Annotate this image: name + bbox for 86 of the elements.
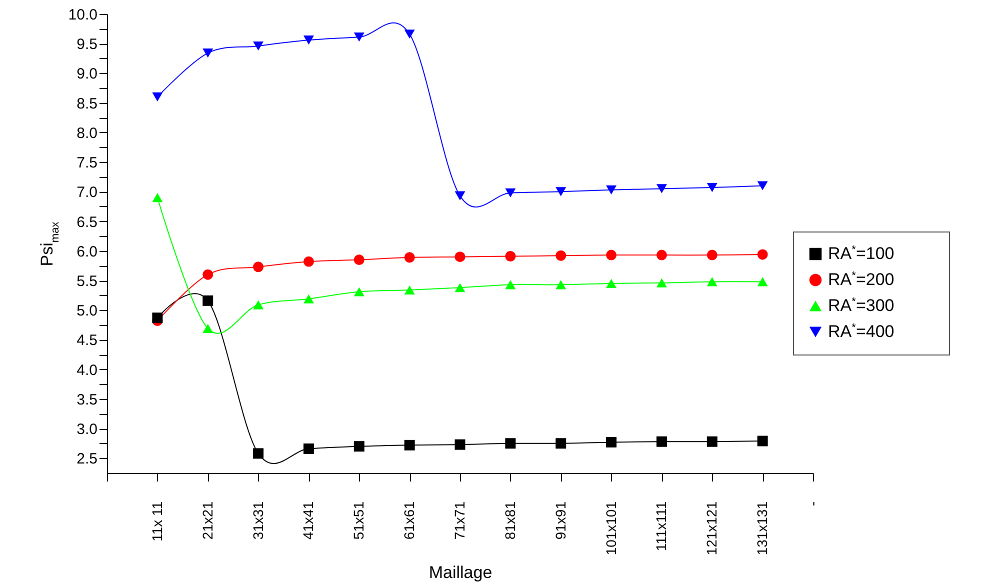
legend-label: RA$^{*}$=300 [828,296,894,315]
x-tick-label: 101x101 [602,501,619,556]
x-tick-label: - [804,501,820,506]
x-tick-label: 81x81 [502,501,518,540]
x-tick-label: 11x 11 [148,501,165,542]
x-tick-label: 71x71 [452,501,468,540]
x-tick-label: 61x61 [401,501,418,540]
point [556,280,566,290]
point [656,184,667,194]
y-tick-label: 4.5 [76,332,98,350]
point [253,41,264,51]
y-tick-label: 8.0 [76,124,98,142]
point [404,30,415,39]
y-tick-label: 9.0 [76,66,98,83]
x-tick-label: 21x21 [199,501,216,540]
point [202,295,214,306]
point [706,277,718,286]
y-tick-label: 7.0 [76,184,98,202]
legend-label: RA$^{*}$=200 [828,270,894,289]
point [706,182,718,192]
point [152,193,163,202]
x-tick-label: 31x31 [250,501,266,540]
point [606,185,617,194]
x-tick-label: 91x91 [552,501,568,540]
y-tick-label: 6.5 [76,214,98,231]
point [303,36,314,45]
point [505,280,516,290]
point [454,439,466,450]
point [706,436,718,447]
y-tick-label: 7.5 [76,154,98,172]
point [303,443,314,454]
point [656,436,667,447]
point [152,312,163,324]
x-tick-label: 41x41 [300,501,316,540]
x-tick-label: 51x51 [350,501,367,540]
point [556,438,566,449]
x-tick-label: 131x131 [754,501,770,556]
point [253,262,264,272]
point [757,436,768,446]
point [253,448,264,459]
point [606,436,617,448]
y-tick-label: 2.5 [76,450,98,468]
point [757,181,768,190]
point [303,256,314,267]
y-tick-label: 10.0 [68,6,98,24]
point [354,32,364,42]
point [454,283,466,292]
point [556,250,566,261]
y-tick-label: 5.0 [76,302,98,320]
point [404,440,415,450]
y-tick-label: 6.0 [76,243,98,260]
y-tick-label: 3.5 [76,391,98,408]
point [556,187,566,196]
point [706,250,718,260]
point [757,249,768,260]
point [253,300,264,310]
x-tick-label: 111x111 [653,501,670,552]
point [404,285,415,295]
point [354,254,364,266]
point [454,252,466,262]
point [354,441,364,452]
y-tick-label: 4.0 [76,362,98,379]
y-tick-label: 5.5 [76,273,98,290]
x-axis-title: Maillage [428,563,492,582]
point [454,191,466,200]
legend-label: RA$^{*}$=100 [828,244,894,263]
point [606,278,617,288]
point [505,438,516,449]
point [505,251,516,262]
point [152,92,163,102]
point [202,269,214,280]
point [656,278,667,288]
y-tick-label: 8.5 [76,95,98,112]
legend-label: RA$^{*}$=400 [828,322,894,341]
x-tick-label: 121x121 [704,501,720,556]
point [303,294,314,304]
point [202,324,214,334]
point [404,252,415,263]
y-tick-label: 9.5 [76,36,98,54]
point [202,48,214,58]
y-tick-label: 3.0 [76,421,98,438]
point [505,188,516,198]
point [606,250,617,260]
point [354,287,364,296]
point [757,277,768,286]
point [656,250,667,260]
